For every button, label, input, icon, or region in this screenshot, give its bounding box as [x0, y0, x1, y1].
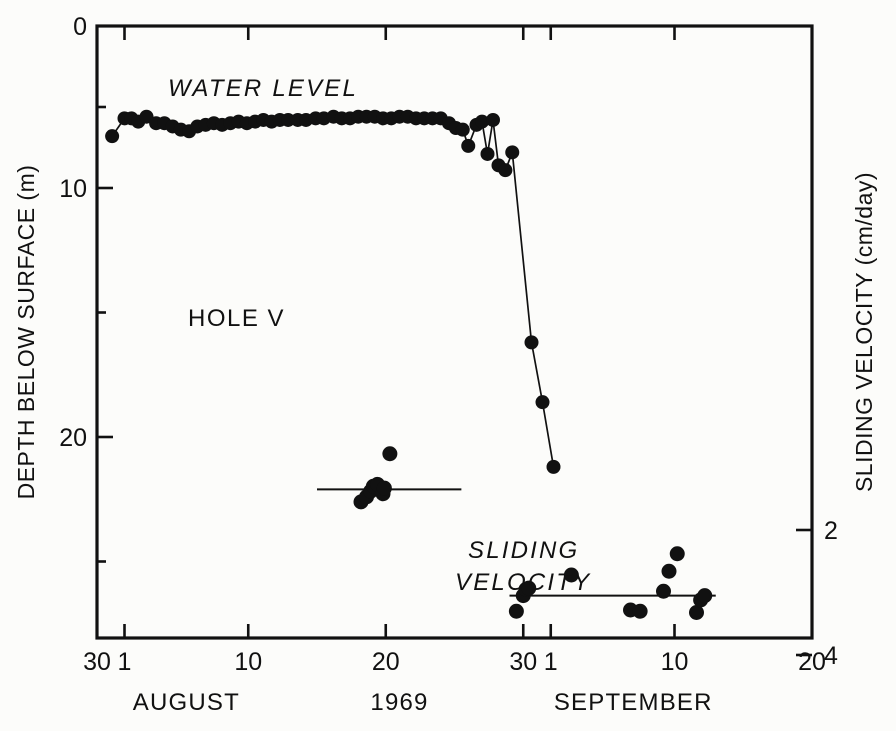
y-left-tick-label: 0 [73, 13, 87, 41]
sliding-velocity-point [376, 480, 392, 496]
water-level-point [498, 163, 513, 178]
water-level-point [546, 459, 561, 474]
annotation-water-level: WATER LEVEL [168, 75, 358, 102]
water-level-point [524, 335, 539, 350]
annotation-sliding-velocity-line2: VELOCITY [455, 569, 591, 596]
x-tick-label: 30 [83, 648, 111, 676]
sliding-velocity-point [521, 580, 537, 596]
water-level-point [505, 145, 520, 160]
x-tick-label: 20 [372, 648, 400, 676]
x-tick-label: 10 [234, 648, 262, 676]
month-label-september: SEPTEMBER [554, 689, 713, 716]
water-level-point [455, 122, 470, 137]
y-left-tick-label: 20 [59, 424, 87, 452]
water-level-point [475, 114, 489, 129]
sliding-velocity-point [697, 588, 713, 604]
x-tick-label: 10 [661, 648, 689, 676]
labels-group: 30110203011020010208642DEPTH BELOW SURFA… [13, 13, 877, 716]
x-tick-label: 30 [509, 648, 537, 676]
x-tick-label: 1 [544, 648, 558, 676]
y-right-axis-title: SLIDING VELOCITY (cm/day) [851, 172, 877, 492]
water-level-point [281, 112, 296, 127]
annotation-hole: HOLE V [188, 305, 285, 332]
axes-group [95, 24, 814, 657]
water-level-connector [111, 115, 555, 468]
sliding-velocity-point [689, 605, 704, 620]
x-tick-label: 1 [118, 648, 132, 676]
sliding-velocity-point [632, 603, 648, 619]
sliding-velocity-point [563, 567, 579, 583]
water-level-point [480, 146, 495, 161]
annotation-sliding-velocity-line1: SLIDING [468, 537, 579, 564]
water-level-point [461, 138, 476, 153]
water-level-point [105, 129, 120, 144]
data-series-group [105, 109, 716, 620]
sliding-velocity-point [382, 446, 398, 462]
water-level-point [486, 112, 500, 127]
month-label-august: AUGUST [133, 689, 240, 716]
y-right-tick-label: 2 [824, 517, 838, 545]
year-label: 1969 [370, 689, 428, 716]
sliding-velocity-point [661, 563, 677, 579]
y-left-tick-label: 10 [59, 175, 87, 203]
y-left-axis-title: DEPTH BELOW SURFACE (m) [13, 165, 39, 500]
sliding-velocity-point [669, 546, 685, 562]
plot-frame [95, 24, 814, 640]
sliding-velocity-point [656, 583, 671, 599]
y-right-tick-label: 4 [824, 642, 838, 670]
x-tick-label: 20 [798, 648, 826, 676]
sliding-velocity-point [508, 603, 524, 619]
water-level-point [535, 395, 550, 410]
